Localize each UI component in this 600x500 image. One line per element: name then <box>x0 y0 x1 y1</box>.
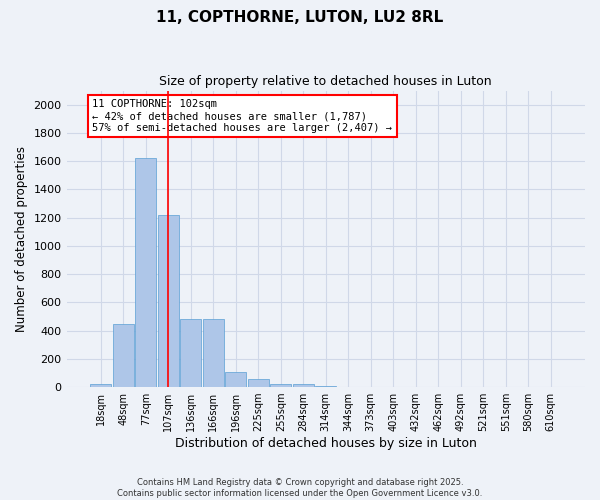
Y-axis label: Number of detached properties: Number of detached properties <box>15 146 28 332</box>
Bar <box>315 386 337 387</box>
Bar <box>225 372 247 387</box>
Bar <box>180 320 202 387</box>
X-axis label: Distribution of detached houses by size in Luton: Distribution of detached houses by size … <box>175 437 477 450</box>
Bar <box>293 384 314 387</box>
Text: 11 COPTHORNE: 102sqm
← 42% of detached houses are smaller (1,787)
57% of semi-de: 11 COPTHORNE: 102sqm ← 42% of detached h… <box>92 100 392 132</box>
Bar <box>90 384 112 387</box>
Text: Contains HM Land Registry data © Crown copyright and database right 2025.
Contai: Contains HM Land Registry data © Crown c… <box>118 478 482 498</box>
Text: 11, COPTHORNE, LUTON, LU2 8RL: 11, COPTHORNE, LUTON, LU2 8RL <box>157 10 443 25</box>
Bar <box>270 384 292 387</box>
Bar <box>135 158 157 387</box>
Bar <box>248 378 269 387</box>
Bar <box>203 320 224 387</box>
Bar <box>158 215 179 387</box>
Title: Size of property relative to detached houses in Luton: Size of property relative to detached ho… <box>160 75 492 88</box>
Bar <box>113 324 134 387</box>
